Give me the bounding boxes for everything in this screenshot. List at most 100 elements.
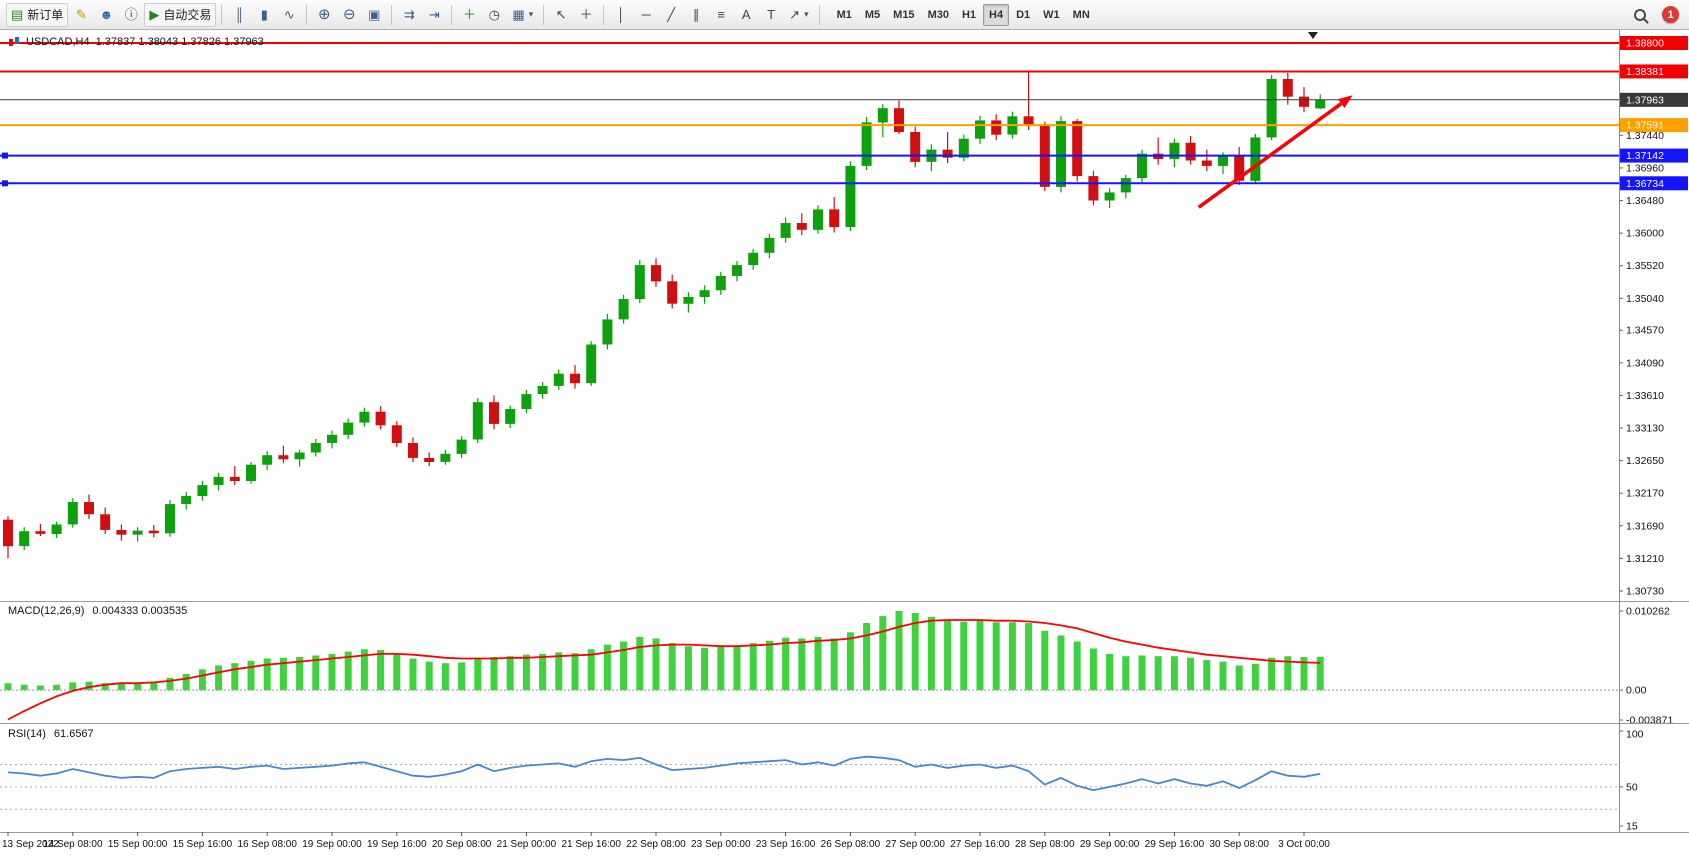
- symbol-period-label: USDCAD,H4: [26, 36, 90, 48]
- zoom-out-button[interactable]: ⊖: [337, 3, 361, 27]
- symbol-info: USDCAD,H4 1.37837 1.38043 1.37826 1.3796…: [8, 36, 264, 48]
- line-handle[interactable]: [2, 152, 8, 159]
- svg-text:23 Sep 00:00: 23 Sep 00:00: [691, 839, 751, 850]
- timeframe-m1[interactable]: M1: [831, 4, 858, 26]
- label-tool-icon: T: [767, 7, 776, 22]
- notification-badge[interactable]: 1: [1662, 6, 1679, 23]
- svg-text:1.35040: 1.35040: [1626, 293, 1664, 305]
- chevron-down-icon: ▾: [528, 9, 534, 19]
- svg-text:1.37142: 1.37142: [1626, 150, 1664, 162]
- svg-text:1.33130: 1.33130: [1626, 423, 1664, 435]
- periods-button[interactable]: ◷: [482, 3, 506, 27]
- toolbar-right: 1: [1628, 3, 1683, 27]
- auto-scroll-button[interactable]: ⇉: [397, 3, 421, 27]
- toolbar-separator: [451, 4, 453, 25]
- horizontal-line-button[interactable]: ─: [634, 3, 658, 27]
- price-axis[interactable]: 1.37440 1.36960 1.36480 1.36000 1.35520 1.350…: [1619, 36, 1688, 598]
- help-button[interactable]: ⓘ: [119, 3, 143, 27]
- label-tool-button[interactable]: T: [759, 3, 783, 27]
- svg-text:1.32650: 1.32650: [1626, 455, 1664, 467]
- svg-text:1.34570: 1.34570: [1626, 325, 1664, 337]
- templates-icon: ▦: [512, 7, 525, 22]
- arrow-tool-button[interactable]: ↗ ▾: [784, 3, 813, 27]
- svg-text:1.37591: 1.37591: [1626, 120, 1664, 132]
- chart-shift-marker[interactable]: [1308, 32, 1318, 39]
- new-order-label: 新订单: [27, 8, 64, 22]
- algo-trading-button[interactable]: ▶ 自动交易: [144, 2, 217, 27]
- toolbar-separator: [543, 4, 545, 25]
- svg-text:23 Sep 16:00: 23 Sep 16:00: [756, 839, 816, 850]
- svg-text:19 Sep 00:00: 19 Sep 00:00: [302, 839, 362, 850]
- svg-text:20 Sep 08:00: 20 Sep 08:00: [432, 839, 492, 850]
- new-order-button[interactable]: ▤ 新订单: [6, 2, 69, 27]
- line-chart-button[interactable]: ∿: [277, 3, 301, 27]
- svg-text:15 Sep 16:00: 15 Sep 16:00: [173, 839, 233, 850]
- trend-arrow[interactable]: [1197, 95, 1353, 209]
- macd-values: 0.004333 0.003535: [92, 605, 188, 617]
- bar-chart-icon: ║: [234, 7, 244, 22]
- macd-panel[interactable]: 0.010262 0.00 -0.003871: [0, 606, 1673, 727]
- svg-text:1.30730: 1.30730: [1626, 586, 1664, 598]
- vertical-line-icon: │: [617, 7, 626, 22]
- channel-icon: ∥: [692, 7, 700, 22]
- rsi-panel[interactable]: 100 50 15: [0, 729, 1644, 833]
- ohlc-values: 1.37837 1.38043 1.37826 1.37963: [95, 36, 264, 48]
- chart-shift-button[interactable]: ⇥: [422, 3, 446, 27]
- svg-text:29 Sep 16:00: 29 Sep 16:00: [1145, 839, 1205, 850]
- line-handle[interactable]: [2, 180, 8, 187]
- timeframe-m5[interactable]: M5: [859, 4, 886, 26]
- timeframe-h1[interactable]: H1: [956, 4, 982, 26]
- channel-button[interactable]: ∥: [684, 3, 708, 27]
- trendline-button[interactable]: ╱: [659, 3, 683, 27]
- svg-text:21 Sep 00:00: 21 Sep 00:00: [497, 839, 557, 850]
- cursor-button[interactable]: ↖: [549, 3, 573, 27]
- svg-text:1.31690: 1.31690: [1626, 520, 1664, 532]
- svg-text:1.36960: 1.36960: [1626, 162, 1664, 174]
- timeframe-w1[interactable]: W1: [1037, 4, 1066, 26]
- timeframe-m15[interactable]: M15: [887, 4, 920, 26]
- community-button[interactable]: ☻: [94, 3, 118, 27]
- indicators-icon: ＋: [462, 7, 476, 22]
- help-icon: ⓘ: [124, 7, 138, 22]
- timeframe-m30[interactable]: M30: [922, 4, 955, 26]
- bar-chart-button[interactable]: ║: [227, 3, 251, 27]
- fibonacci-icon: ≡: [717, 7, 725, 22]
- svg-text:100: 100: [1626, 729, 1644, 741]
- horizontal-line-icon: ─: [641, 7, 651, 22]
- svg-text:1.32170: 1.32170: [1626, 488, 1664, 500]
- crosshair-icon: ＋: [579, 7, 593, 22]
- toolbar-separator: [306, 4, 308, 25]
- zoom-out-icon: ⊖: [343, 6, 356, 23]
- text-tool-button[interactable]: A: [734, 3, 758, 27]
- toolbar-separator: [818, 4, 820, 25]
- indicators-button[interactable]: ＋: [457, 3, 481, 27]
- svg-text:27 Sep 16:00: 27 Sep 16:00: [950, 839, 1010, 850]
- crosshair-button[interactable]: ＋: [574, 3, 598, 27]
- svg-text:27 Sep 00:00: 27 Sep 00:00: [885, 839, 945, 850]
- search-button[interactable]: [1628, 3, 1652, 27]
- timeframe-h4[interactable]: H4: [983, 3, 1010, 26]
- templates-button[interactable]: ▦ ▾: [507, 3, 538, 27]
- price-badge: [1620, 118, 1688, 133]
- metaeditor-button[interactable]: ✎: [69, 3, 93, 27]
- svg-text:16 Sep 08:00: 16 Sep 08:00: [237, 839, 297, 850]
- vertical-line-button[interactable]: │: [609, 3, 633, 27]
- trendline-icon: ╱: [667, 7, 676, 22]
- rsi-indicator-label: RSI(14) 61.6567: [8, 728, 94, 740]
- svg-text:1.31210: 1.31210: [1626, 553, 1664, 565]
- fibonacci-button[interactable]: ≡: [709, 3, 733, 27]
- timeframe-d1[interactable]: D1: [1010, 4, 1036, 26]
- zoom-in-button[interactable]: ⊕: [312, 3, 336, 27]
- svg-text:26 Sep 08:00: 26 Sep 08:00: [821, 839, 881, 850]
- svg-text:50: 50: [1626, 781, 1638, 793]
- community-icon: ☻: [99, 7, 114, 22]
- candlestick-chart-button[interactable]: ▮: [252, 3, 276, 27]
- svg-text:21 Sep 16:00: 21 Sep 16:00: [561, 839, 621, 850]
- tile-windows-button[interactable]: ▣: [362, 3, 386, 27]
- timeframe-mn[interactable]: MN: [1067, 4, 1096, 26]
- price-badge: [1620, 64, 1688, 79]
- price-badge: [1620, 36, 1688, 50]
- svg-text:-0.003871: -0.003871: [1626, 715, 1673, 727]
